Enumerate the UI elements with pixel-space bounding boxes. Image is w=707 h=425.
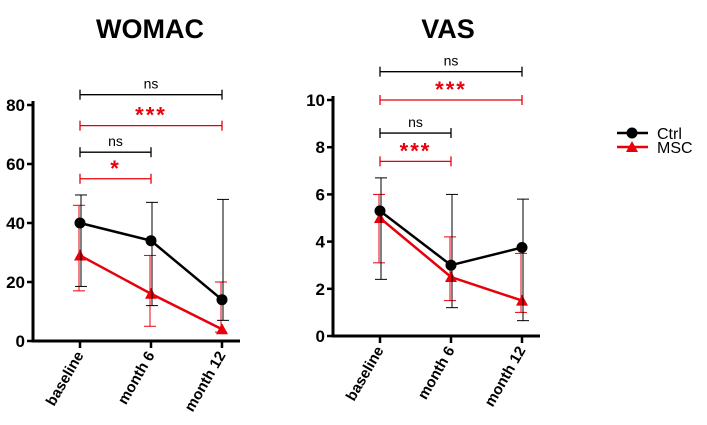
y-tick-label: 6 (316, 185, 325, 204)
y-tick-label: 60 (6, 155, 25, 174)
y-tick-label: 0 (16, 332, 25, 351)
data-point (145, 287, 157, 299)
significance-label: ns (444, 53, 459, 69)
legend-marker (626, 141, 638, 152)
significance-label: *** (135, 103, 167, 128)
data-point (445, 259, 457, 271)
x-tick-label: month 6 (115, 349, 159, 408)
panel-womac: WOMAC 0 20 40 60 80 baseline month 6 month 12 ns *… (6, 14, 240, 415)
significance-bracket: * (79, 156, 152, 184)
series-ctrl (374, 177, 529, 322)
series-line (379, 209, 523, 267)
data-point (74, 249, 86, 261)
significance-bracket: ns (379, 114, 452, 139)
significance-bracket: *** (379, 138, 452, 167)
y-tick-label: 8 (316, 138, 325, 157)
chart-title: VAS (421, 14, 475, 44)
significance-bracket: *** (79, 103, 223, 131)
y-tick-label: 40 (6, 214, 25, 233)
y-tick-label: 4 (316, 233, 326, 252)
data-point (145, 235, 157, 247)
y-tick-label: 80 (6, 96, 25, 115)
legend-item-ctrl: Ctrl (617, 126, 682, 143)
data-point (374, 212, 386, 223)
data-point (516, 294, 528, 306)
x-tick-label: month 6 (415, 344, 459, 403)
series-line (379, 217, 523, 302)
legend-label: MSC (657, 140, 693, 157)
significance-bracket: ns (79, 133, 152, 158)
significance-bracket: *** (379, 77, 523, 105)
significance-label: ns (144, 76, 159, 92)
significance-label: *** (435, 77, 467, 102)
y-tick-label: 20 (6, 273, 25, 292)
significance-label: *** (400, 138, 432, 163)
series-msc (373, 193, 528, 313)
significance-label: * (110, 156, 121, 181)
x-tick-label: baseline (343, 344, 388, 404)
panel-vas: VAS 0 2 4 6 8 10 baseline month 6 month 12 ns *** ns… (306, 14, 540, 410)
significance-label: ns (408, 114, 423, 130)
data-point (374, 205, 386, 217)
y-tick-label: 10 (306, 91, 325, 110)
y-tick-label: 2 (316, 280, 325, 299)
series-msc (73, 204, 228, 335)
chart-title: WOMAC (96, 14, 204, 44)
data-point (74, 217, 86, 229)
legend-item-msc: MSC (617, 140, 693, 157)
x-tick-label: baseline (43, 349, 88, 409)
x-tick-label: month 12 (481, 344, 529, 410)
significance-label: ns (108, 133, 123, 149)
data-point (516, 242, 528, 253)
x-tick-label: month 12 (181, 349, 229, 415)
significance-bracket: ns (79, 76, 223, 100)
legend-label: Ctrl (657, 126, 682, 143)
y-tick-label: 0 (316, 327, 325, 346)
data-point (445, 271, 457, 282)
data-point (216, 294, 228, 306)
series-ctrl (74, 194, 229, 321)
significance-bracket: ns (379, 53, 523, 77)
data-point (216, 323, 228, 335)
legend-marker (626, 127, 638, 139)
